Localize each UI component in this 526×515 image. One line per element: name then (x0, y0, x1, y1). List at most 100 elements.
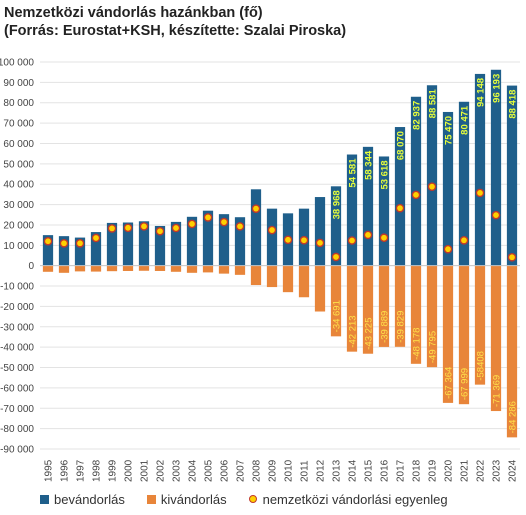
data-label-emigration: -84 286 (508, 401, 519, 433)
x-tick-label: 2000 (124, 459, 135, 482)
balance-point (235, 222, 245, 231)
legend-swatch-immigration (40, 494, 49, 504)
y-tick-label: -30 000 (0, 322, 34, 333)
bar-emigration (122, 265, 134, 271)
bar-immigration (314, 197, 326, 266)
legend-item-immigration[interactable]: bevándorlás (40, 492, 125, 507)
bar-immigration (106, 222, 118, 266)
balance-points (43, 182, 517, 262)
x-tick-label: 2005 (204, 459, 215, 482)
y-axis-ticks: 100 000 90 000 80 000 70 000 60 000 50 000 40 … (0, 58, 34, 456)
x-tick-label: 2020 (444, 459, 455, 482)
data-label-emigration: -34 691 (332, 300, 343, 332)
x-tick-label: 2023 (492, 459, 503, 482)
bar-immigration (42, 235, 54, 266)
y-tick-label: -20 000 (0, 302, 34, 313)
data-label-immigration: 75 470 (444, 116, 455, 145)
x-tick-label: 1995 (44, 459, 55, 482)
y-tick-label: -40 000 (0, 343, 34, 354)
balance-point (379, 233, 389, 243)
data-label-immigration: 68 070 (396, 131, 407, 160)
bar-emigration (42, 265, 54, 272)
data-label-immigration: 80 471 (460, 105, 471, 135)
bar-emigration (410, 265, 422, 364)
bar-immigration (170, 221, 182, 266)
bar-emigration (186, 265, 198, 273)
legend-item-emigration[interactable]: kivándorlás (146, 491, 227, 507)
data-label-emigration: -49 795 (428, 331, 439, 363)
x-tick-label: 2017 (396, 459, 407, 482)
bar-immigration (394, 127, 406, 266)
balance-point (475, 188, 485, 198)
legend-label-balance: nemzetközi vándorlási egyenleg (262, 491, 448, 507)
y-tick-label: 10 000 (3, 241, 34, 252)
balance-point (155, 226, 165, 236)
balance-point (507, 252, 517, 262)
bar-emigration (154, 265, 166, 271)
bar-emigration (330, 265, 342, 337)
balance-point (123, 223, 133, 233)
balance-point (267, 225, 277, 235)
balance-point (43, 236, 53, 246)
data-label-immigration: 88 418 (508, 90, 519, 119)
legend-swatch-emigration (146, 494, 156, 504)
y-tick-label: -70 000 (0, 404, 34, 415)
bar-emigration (266, 265, 278, 288)
data-label-immigration: 54 581 (348, 158, 359, 188)
balance-point (219, 217, 229, 227)
data-label-emigration: -58408 (476, 351, 487, 381)
bar-immigration (250, 189, 262, 266)
x-tick-label: 2002 (156, 459, 167, 482)
y-tick-label: 0 (28, 261, 34, 272)
bar-emigration (58, 265, 70, 273)
y-tick-label: 100 000 (0, 58, 34, 69)
balance-point (363, 230, 373, 240)
balance-point (459, 235, 469, 245)
bar-immigration (218, 214, 230, 266)
bar-emigration (218, 265, 230, 274)
legend-item-balance[interactable]: nemzetközi vándorlási egyenleg (248, 491, 448, 507)
x-tick-label: 2003 (172, 459, 183, 482)
x-tick-label: 2012 (316, 459, 327, 482)
balance-point (347, 236, 357, 245)
legend: bevándorlás kivándorlás nemzetközi vándo… (40, 490, 470, 508)
y-tick-label: 30 000 (3, 200, 34, 211)
x-tick-label: 2010 (284, 459, 295, 482)
x-tick-label: 2019 (428, 459, 439, 482)
bar-immigration (442, 111, 454, 266)
balance-point (491, 210, 501, 220)
bar-emigration (506, 265, 518, 438)
y-tick-label: -60 000 (0, 383, 34, 394)
legend-label-emigration: kivándorlás (160, 491, 227, 507)
bar-immigration (234, 217, 246, 266)
x-tick-label: 2022 (476, 459, 487, 482)
chart-title-block: Nemzetközi vándorlás hazánkban (fő) (For… (4, 4, 346, 40)
bar-immigration (474, 73, 486, 266)
x-tick-label: 2021 (460, 459, 471, 482)
x-tick-label: 2007 (236, 459, 247, 482)
x-tick-label: 2009 (268, 459, 279, 482)
y-tick-label: 40 000 (3, 180, 34, 191)
bar-emigration (426, 265, 438, 368)
bar-emigration (234, 265, 246, 275)
bar-immigration (138, 221, 150, 266)
bar-emigration (90, 265, 102, 272)
bar-immigration (266, 208, 278, 266)
bar-immigration (490, 69, 502, 266)
bar-emigration (250, 265, 262, 286)
data-label-immigration: 53 618 (380, 160, 391, 189)
balance-point (139, 222, 149, 231)
balance-point (315, 238, 325, 248)
x-tick-label: 2004 (188, 459, 199, 482)
data-label-emigration: -67 999 (460, 368, 471, 400)
data-label-emigration: -71 369 (492, 375, 503, 407)
balance-point (107, 224, 117, 233)
x-tick-label: 2014 (348, 459, 359, 482)
data-label-emigration: -39 889 (380, 311, 391, 343)
data-label-emigration: -67 364 (444, 367, 455, 399)
data-label-emigration: -39 829 (396, 311, 407, 343)
balance-point (187, 219, 197, 229)
y-tick-label: 70 000 (3, 119, 34, 130)
bar-immigration (362, 146, 374, 266)
bar-emigration (314, 265, 326, 312)
